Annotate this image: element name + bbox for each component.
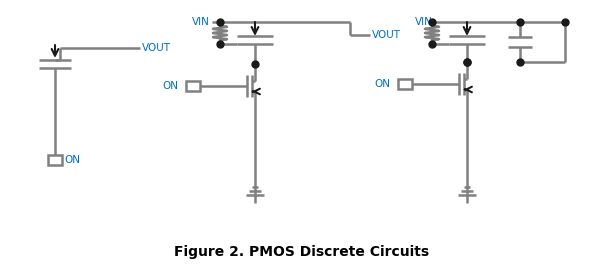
Text: ON: ON	[374, 79, 390, 89]
Text: ON: ON	[64, 155, 80, 165]
Text: Figure 2. PMOS Discrete Circuits: Figure 2. PMOS Discrete Circuits	[175, 245, 429, 259]
Text: ON: ON	[162, 81, 178, 91]
Text: VIN: VIN	[192, 17, 210, 27]
Bar	[186, 81, 200, 91]
Bar	[398, 79, 412, 89]
Bar	[48, 155, 62, 165]
Text: VIN: VIN	[415, 17, 433, 27]
Text: VOUT: VOUT	[372, 30, 401, 40]
Text: VOUT: VOUT	[142, 43, 171, 53]
